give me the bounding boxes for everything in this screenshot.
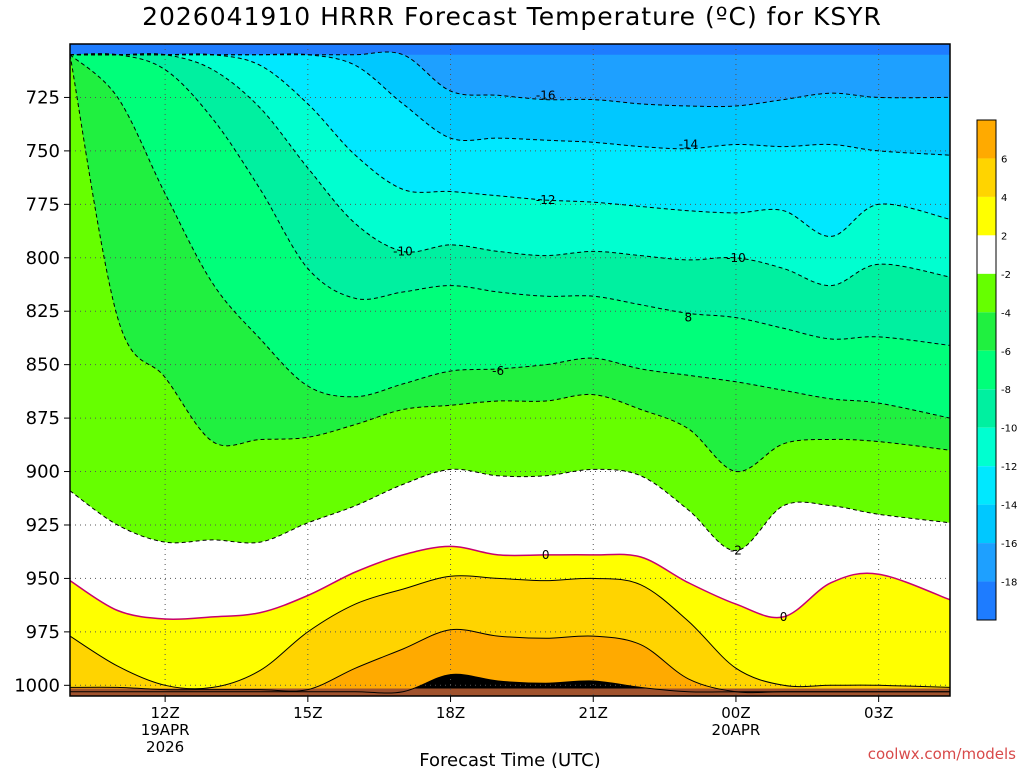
colorbar-swatch	[977, 158, 996, 197]
y-tick-label: 725	[26, 87, 60, 108]
y-tick-label: 925	[26, 515, 60, 536]
colorbar-frame	[976, 119, 997, 621]
contour-label: -14	[679, 137, 699, 151]
colorbar-label: -2	[1001, 270, 1011, 281]
contour-label: 0	[542, 548, 550, 562]
contour-line-2	[69, 575, 951, 690]
chart-title: 2026041910 HRRR Forecast Temperature (ºC…	[142, 2, 882, 31]
colorbar-swatch	[977, 389, 996, 428]
colorbar-swatch	[977, 427, 996, 467]
colorbar-swatch	[977, 350, 996, 390]
x-tick-label: 18Z	[436, 704, 465, 722]
contour-line--8	[69, 53, 951, 346]
y-tick-label: 900	[26, 462, 60, 483]
fill-band-above-2	[70, 575, 950, 696]
colorbar-swatch	[977, 235, 996, 274]
y-axis: 725 750 775 800 825 850 875 900 925 950 975 1000	[14, 87, 70, 696]
fill-band-above-4	[70, 629, 950, 696]
contour-labels: -16 -14 -12 -10 -10 8 -6 0 -2 0	[393, 88, 787, 624]
colorbar: 6 4 2 -2 -4 -6 -8 -10 -12 -14 -16 -18	[976, 119, 1017, 621]
colorbar-label: 6	[1001, 154, 1007, 165]
y-tick-label: 1000	[14, 675, 60, 696]
x-tick-label: 03Z	[864, 704, 893, 722]
y-tick-label: 875	[26, 408, 60, 429]
contour-line-6	[69, 673, 950, 694]
y-tick-label: 950	[26, 568, 60, 589]
x-tick-label: 20APR	[712, 721, 761, 739]
colorbar-label: -6	[1001, 347, 1011, 358]
y-tick-label: 750	[26, 141, 60, 162]
contour-label: -2	[730, 544, 742, 558]
temperature-fill-bands	[70, 44, 950, 696]
colorbar-label: -16	[1001, 539, 1017, 550]
x-tick-label: 2026	[146, 738, 184, 756]
colorbar-swatch	[977, 196, 996, 236]
y-tick-label: 975	[26, 622, 60, 643]
contour-line--2	[69, 468, 951, 552]
contour-line--12	[70, 53, 951, 237]
y-tick-label: 800	[26, 248, 60, 269]
x-tick-label: 12Z	[150, 704, 179, 722]
colorbar-swatch	[977, 543, 996, 582]
colorbar-label: -4	[1001, 308, 1011, 319]
colorbar-swatch	[977, 273, 996, 313]
contour-line--4	[69, 54, 951, 473]
contour-label: 0	[780, 610, 788, 624]
colorbar-swatch	[977, 581, 996, 620]
contour-label: -6	[492, 364, 504, 378]
y-tick-label: 825	[26, 301, 60, 322]
y-tick-label: 850	[26, 355, 60, 376]
colorbar-swatch	[977, 466, 996, 505]
colorbar-label: -10	[1001, 424, 1017, 435]
contour-label: -12	[536, 193, 556, 207]
contour-line--6	[69, 54, 951, 419]
plot-frame	[69, 43, 951, 697]
contour-line-0	[69, 545, 951, 621]
colorbar-label: -18	[1001, 578, 1017, 589]
colorbar-swatch	[977, 312, 996, 351]
x-tick-label: 19APR	[141, 721, 190, 739]
contour-label: -10	[393, 244, 413, 258]
colorbar-label: -8	[1001, 385, 1011, 396]
colorbar-label: -14	[1001, 501, 1017, 512]
ground-layer	[70, 688, 950, 696]
contour-label: -10	[726, 251, 746, 265]
colorbar-label: 4	[1001, 193, 1007, 204]
site-credit[interactable]: coolwx.com/models	[867, 745, 1016, 763]
y-tick-label: 775	[26, 194, 60, 215]
colorbar-swatch	[977, 504, 996, 544]
x-tick-label: 00Z	[721, 704, 750, 722]
x-tick-label: 15Z	[293, 704, 322, 722]
colorbar-swatch	[977, 120, 996, 159]
x-axis-title: Forecast Time (UTC)	[419, 750, 600, 768]
contour-lines	[69, 51, 951, 694]
colorbar-label: -12	[1001, 462, 1017, 473]
contour-label: 8	[685, 311, 693, 325]
ground-rect	[70, 688, 950, 696]
gridlines	[70, 44, 950, 696]
contour-label: -16	[536, 88, 556, 102]
x-tick-label: 21Z	[579, 704, 608, 722]
colorbar-label: 2	[1001, 231, 1007, 242]
